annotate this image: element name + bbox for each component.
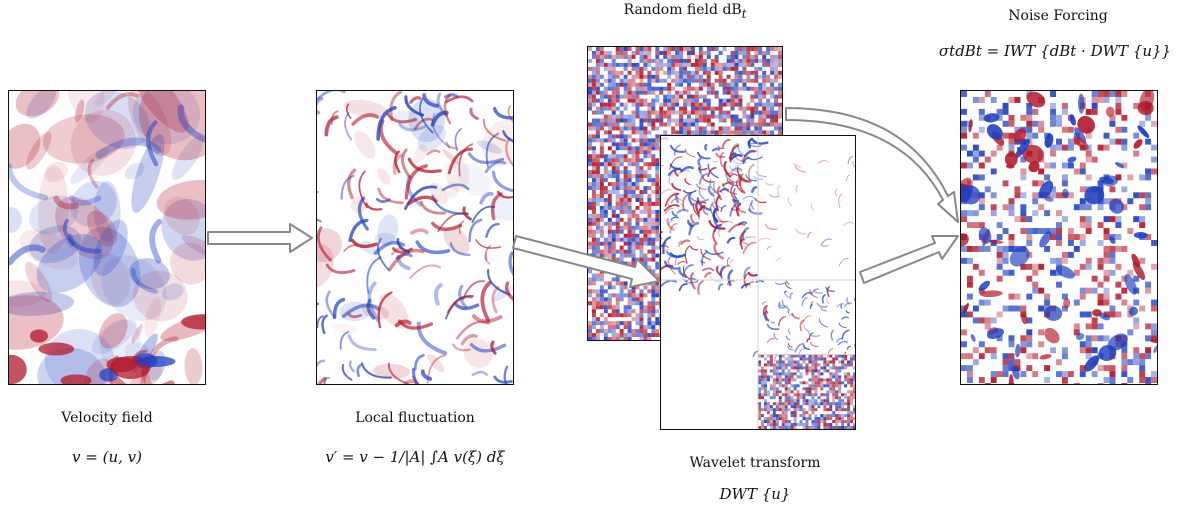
random-field-caption: Random field dBt [623, 2, 747, 21]
noise-forcing-caption: Noise Forcing [1008, 8, 1108, 24]
arrow-fluctuation-to-wavelet [512, 235, 660, 288]
local-fluctuation-caption: Local fluctuation [355, 410, 475, 426]
velocity-field-equation: v = (u, v) [72, 448, 142, 466]
wavelet-transform-equation: DWT {u} [719, 485, 791, 503]
velocity-field-panel [8, 90, 206, 385]
arrow-wavelet-to-forcing [859, 235, 959, 284]
local-fluctuation-equation: v′ = v − 1/|A| ∫A v(ξ) dξ [325, 448, 505, 466]
noise-forcing-equation: σtdBt = IWT {dBt · DWT {u}} [938, 42, 1172, 60]
arrow-velocity-to-fluctuation [207, 223, 313, 253]
velocity-field-caption: Velocity field [61, 410, 153, 426]
noise-forcing-panel [960, 90, 1158, 385]
arrow-random-to-forcing [785, 107, 959, 223]
wavelet-transform-panel [660, 135, 856, 430]
wavelet-transform-caption: Wavelet transform [689, 455, 821, 471]
local-fluctuation-panel [316, 90, 514, 385]
